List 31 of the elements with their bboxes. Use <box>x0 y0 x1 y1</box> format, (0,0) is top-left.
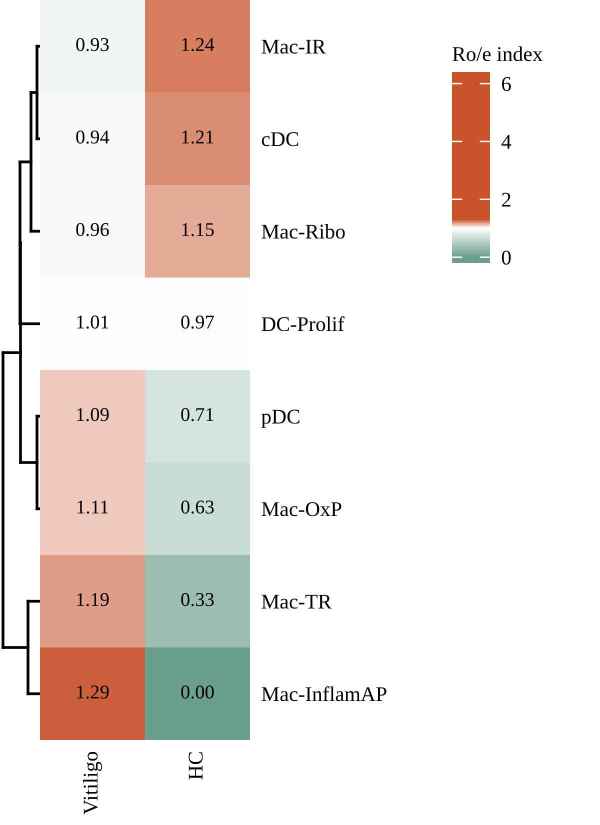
color-bar-title: Ro/e index <box>452 46 543 62</box>
data-label: 0.96 <box>76 222 109 236</box>
data-label: 0.33 <box>181 592 214 606</box>
y-tick-label: Mac-Ribo <box>262 224 345 239</box>
data-label: 0.94 <box>76 130 110 144</box>
color-bar-label: 4 <box>502 134 512 149</box>
data-label: 1.09 <box>77 408 109 422</box>
color-bar-label: 6 <box>502 77 511 92</box>
y-tick-label: DC-Prolif <box>262 316 344 332</box>
y-tick-label: cDC <box>262 132 298 146</box>
data-label: 0.63 <box>181 500 214 514</box>
x-tick-label: Vitiligo <box>83 752 102 814</box>
data-label: 1.29 <box>77 686 109 699</box>
data-label: 1.01 <box>77 315 108 329</box>
data-label: 0.97 <box>181 315 214 329</box>
data-label: 0.71 <box>181 408 214 422</box>
data-label: 1.19 <box>77 593 109 606</box>
y-tick-label: Mac-TR <box>262 594 332 609</box>
y-tick-label: Mac-InflamAP <box>262 686 386 702</box>
y-tick-label: Mac-OxP <box>262 502 342 516</box>
color-bar-label: 2 <box>502 192 510 207</box>
x-tick-label: HC <box>188 752 203 780</box>
data-label: 1.24 <box>182 38 214 52</box>
data-label: 1.15 <box>182 223 214 236</box>
data-label: 0.93 <box>76 38 109 52</box>
y-tick-label: pDC <box>261 410 300 428</box>
data-label: 0.00 <box>181 685 214 699</box>
y-tick-label: Mac-IR <box>262 40 326 54</box>
data-label: 1.21 <box>182 130 214 144</box>
color-bar-label: 0 <box>502 250 511 265</box>
data-label: 1.11 <box>78 500 108 514</box>
